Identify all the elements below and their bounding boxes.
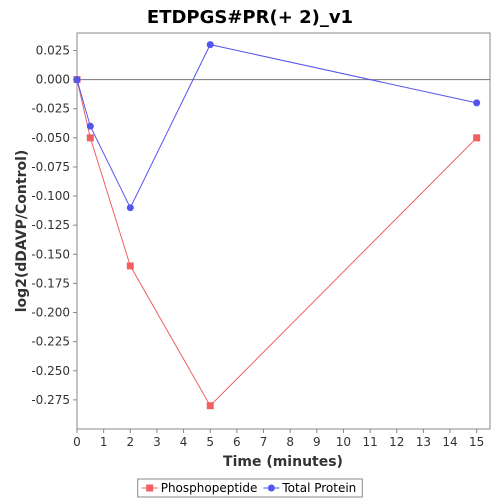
x-tick-label: 9: [313, 435, 321, 449]
data-point: [86, 122, 94, 130]
legend-marker: [267, 484, 275, 492]
x-tick-label: 13: [416, 435, 431, 449]
y-tick-label: -0.200: [31, 306, 70, 320]
x-tick-label: 7: [260, 435, 268, 449]
data-point: [473, 99, 481, 107]
x-tick-label: 14: [442, 435, 457, 449]
x-tick-label: 3: [153, 435, 161, 449]
series-total-protein: [73, 41, 481, 212]
data-point: [473, 134, 481, 142]
y-tick-label: -0.075: [31, 160, 70, 174]
y-tick-label: 0.000: [36, 73, 70, 87]
legend-label: Total Protein: [281, 481, 356, 495]
x-tick-label: 6: [233, 435, 241, 449]
plot-area: [76, 32, 491, 430]
x-axis-label: Time (minutes): [223, 454, 343, 470]
y-tick-label: -0.275: [31, 393, 70, 407]
y-axis-label: log2(dDAVP/Control): [14, 150, 30, 313]
y-axis: 0.025 0.000 -0.025 -0.050 -0.075 -0.100 -0.125…: [31, 43, 77, 407]
y-tick-label: -0.250: [31, 364, 70, 378]
x-tick-label: 11: [362, 435, 377, 449]
x-tick-label: 1: [100, 435, 108, 449]
chart-title: ETDPGS#PR(+ 2)_v1: [147, 7, 353, 28]
legend-item: Phosphopeptide: [141, 481, 258, 495]
x-tick-label: 5: [206, 435, 214, 449]
y-tick-label: -0.025: [31, 102, 70, 116]
data-point: [73, 76, 81, 84]
data-point: [126, 262, 134, 270]
x-tick-label: 15: [469, 435, 484, 449]
legend-label: Phosphopeptide: [161, 481, 258, 495]
legend-marker: [146, 484, 154, 492]
x-tick-label: 2: [126, 435, 134, 449]
y-tick-label: -0.050: [31, 131, 70, 145]
x-tick-label: 4: [180, 435, 188, 449]
y-tick-label: -0.225: [31, 335, 70, 349]
y-tick-label: 0.025: [36, 43, 70, 57]
y-tick-label: -0.175: [31, 276, 70, 290]
x-axis: 0 1 2 3 4 5 6 7 8 9 10 11 12 13 14 15: [73, 429, 484, 449]
data-point: [206, 402, 214, 410]
data-point: [206, 41, 214, 49]
data-point: [86, 134, 94, 142]
x-tick-label: 12: [389, 435, 404, 449]
series-layer: [73, 41, 481, 410]
x-tick-label: 10: [336, 435, 351, 449]
data-point: [126, 204, 134, 212]
y-tick-label: -0.100: [31, 189, 70, 203]
x-tick-label: 0: [73, 435, 81, 449]
x-tick-label: 8: [286, 435, 294, 449]
legend-item: Total Protein: [263, 481, 356, 495]
y-tick-label: -0.150: [31, 247, 70, 261]
y-tick-label: -0.125: [31, 218, 70, 232]
legend-box: [137, 478, 363, 498]
legend: Phosphopeptide Total Protein: [137, 478, 363, 498]
